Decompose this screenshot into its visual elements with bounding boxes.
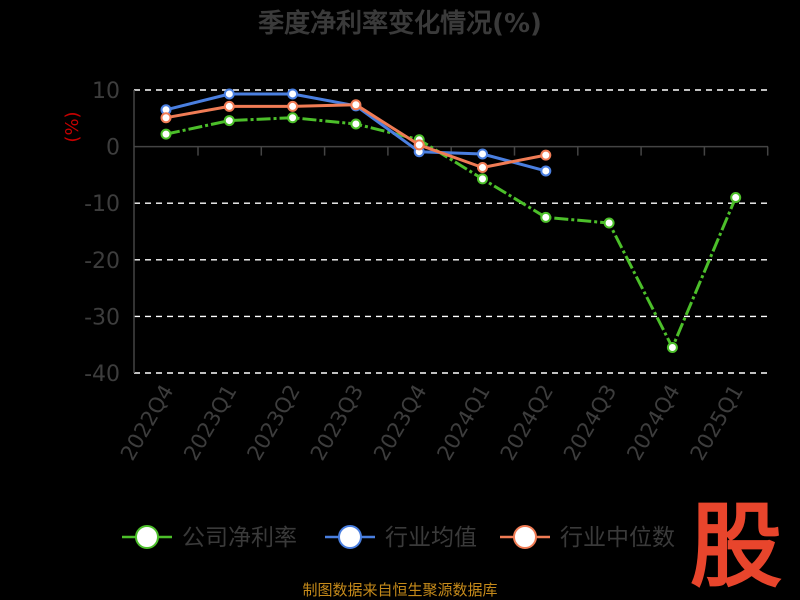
data-point	[413, 139, 425, 151]
brand-logo: 股	[690, 493, 782, 600]
data-point	[223, 88, 235, 100]
legend-swatch-marker	[513, 525, 537, 549]
legend-swatch-marker	[135, 525, 159, 549]
data-point	[223, 100, 235, 112]
data-point	[730, 192, 742, 204]
data-point	[287, 88, 299, 100]
legend-item[interactable]: 行业均值	[325, 525, 477, 551]
data-point	[350, 99, 362, 111]
legend: 公司净利率 行业均值 行业中位数	[122, 525, 675, 551]
data-point	[603, 217, 615, 229]
legend-label: 行业均值	[385, 525, 477, 551]
data-point	[477, 162, 488, 174]
series-line	[165, 116, 738, 349]
footer-source: 制图数据来自恒生聚源数据库	[302, 581, 497, 599]
legend-label: 行业中位数	[560, 525, 675, 551]
chart-title: 季度净利率变化情况(%)	[258, 8, 542, 39]
grid	[134, 89, 768, 374]
y-tick-label: -10	[84, 192, 120, 217]
data-point	[160, 112, 172, 124]
data-point	[666, 342, 678, 354]
y-tick-label: 0	[106, 136, 120, 161]
data-point	[223, 115, 235, 127]
data-point	[287, 100, 299, 112]
series-0	[160, 112, 742, 354]
data-point	[540, 211, 552, 223]
y-tick-label: 10	[92, 79, 120, 104]
data-point	[477, 148, 488, 160]
legend-swatch-marker	[338, 525, 362, 549]
data-point	[477, 173, 488, 185]
y-axis-label: (%)	[62, 111, 83, 142]
data-point	[287, 112, 299, 124]
y-tick-label: -20	[84, 249, 120, 274]
legend-item[interactable]: 公司净利率	[122, 525, 297, 551]
series-layer	[160, 88, 742, 354]
data-point	[160, 128, 172, 140]
series-2	[160, 99, 552, 174]
legend-label: 公司净利率	[182, 525, 297, 551]
y-tick-label: -40	[84, 362, 120, 387]
data-point	[540, 149, 552, 161]
legend-item[interactable]: 行业中位数	[500, 525, 675, 551]
data-point	[350, 118, 362, 130]
y-tick-label: -30	[84, 305, 120, 330]
data-point	[540, 165, 552, 177]
